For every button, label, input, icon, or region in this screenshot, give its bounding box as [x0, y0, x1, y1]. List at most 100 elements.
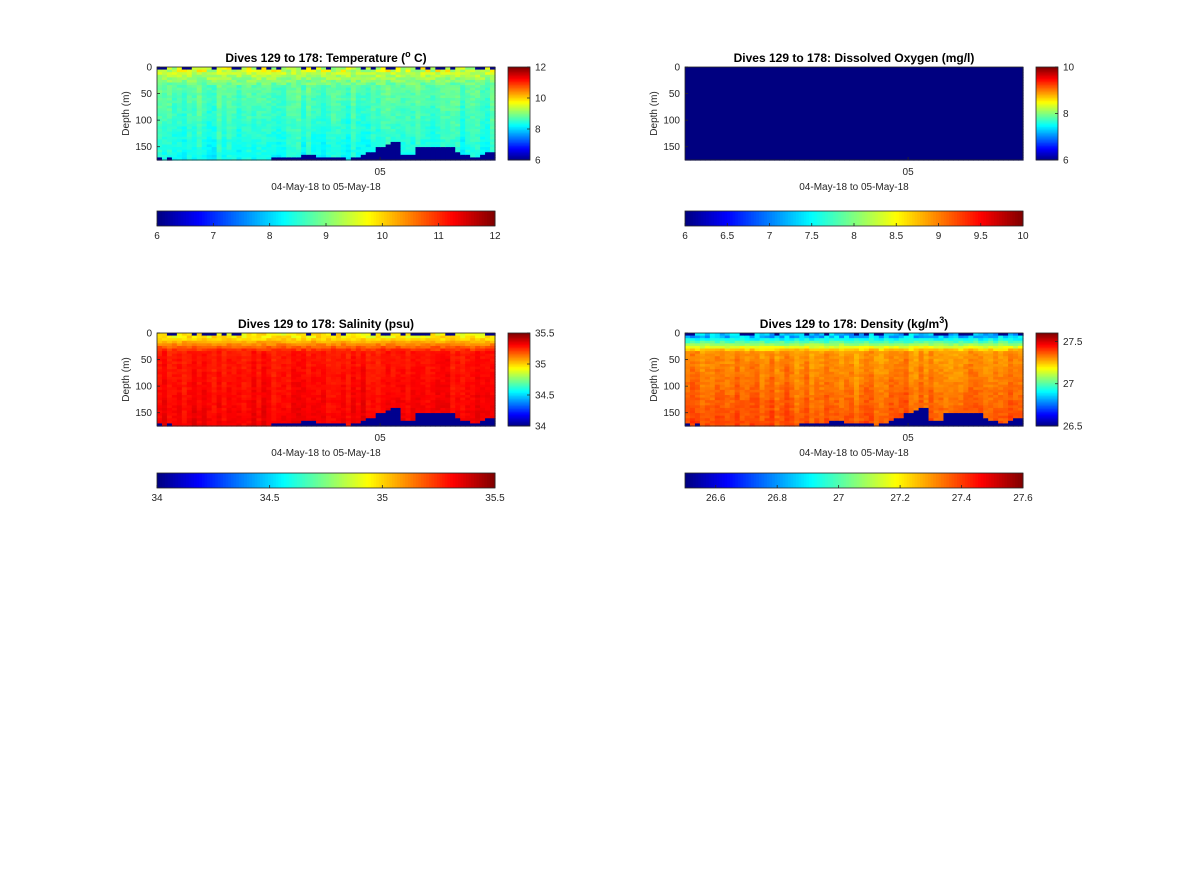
heatmap-cell: [739, 144, 746, 148]
heatmap-cell: [689, 116, 696, 120]
heatmap-cell: [729, 105, 736, 109]
heatmap-cell: [724, 72, 731, 76]
colorbar-strip: [241, 211, 245, 226]
heatmap-cell: [395, 147, 402, 151]
heatmap-cell: [405, 90, 412, 94]
heatmap-cell: [176, 123, 183, 128]
heatmap-cell: [161, 116, 168, 120]
heatmap-cell: [749, 110, 756, 115]
heatmap-cell: [450, 85, 456, 89]
colorbar-strip: [281, 211, 285, 226]
heatmap-cell: [704, 79, 711, 84]
heatmap-cell: [296, 123, 302, 128]
heatmap-cell: [759, 141, 766, 146]
heatmap-cell: [316, 105, 322, 109]
heatmap-cell: [276, 67, 282, 71]
heatmap-cell: [256, 87, 262, 91]
heatmap-cell: [759, 103, 766, 107]
heatmap-cell: [355, 98, 362, 102]
heatmap-cell: [465, 74, 471, 78]
heatmap-cell: [719, 103, 726, 107]
colorbar-strip: [508, 145, 530, 148]
heatmap-cell: [784, 144, 790, 148]
heatmap-cell: [241, 113, 248, 117]
heatmap-cell: [415, 85, 422, 89]
heatmap-cell: [236, 67, 243, 71]
heatmap-cell: [779, 110, 786, 115]
heatmap-cell: [256, 139, 262, 143]
heatmap-cell: [685, 121, 691, 125]
heatmap-cell: [335, 85, 342, 89]
heatmap-cell: [221, 90, 228, 94]
heatmap-cell: [719, 149, 726, 153]
heatmap-cell: [729, 144, 736, 148]
heatmap-cell: [754, 147, 761, 151]
heatmap-cell: [385, 113, 392, 117]
heatmap-cell: [301, 85, 307, 89]
heatmap-cell: [685, 92, 691, 97]
heatmap-cell: [465, 136, 471, 140]
heatmap-cell: [420, 67, 427, 71]
heatmap-cell: [281, 92, 287, 97]
heatmap-cell: [410, 82, 417, 86]
colorbar-tick-label: 6: [535, 156, 541, 167]
heatmap-cell: [425, 100, 431, 104]
heatmap-cell: [410, 154, 417, 159]
heatmap-cell: [405, 126, 412, 130]
heatmap-cell: [206, 67, 213, 71]
heatmap-cell: [226, 126, 233, 130]
heatmap-cell: [241, 92, 248, 97]
heatmap-cell: [251, 123, 258, 128]
heatmap-cell: [340, 123, 347, 128]
heatmap-cell: [440, 154, 446, 159]
heatmap-cell: [176, 136, 183, 140]
colorbar-strip: [463, 211, 467, 226]
heatmap-cell: [485, 113, 491, 117]
heatmap-cell: [754, 139, 761, 143]
heatmap-cell: [685, 149, 691, 153]
heatmap-cell: [385, 141, 392, 146]
heatmap-cell: [440, 147, 446, 151]
heatmap-cell: [211, 131, 218, 135]
heatmap-cell: [714, 67, 721, 71]
heatmap-cell: [360, 72, 367, 76]
heatmap-cell: [385, 126, 392, 130]
heatmap-cell: [749, 129, 756, 133]
heatmap-cell: [415, 154, 422, 159]
colorbar-strip: [188, 211, 192, 226]
heatmap-cell: [311, 141, 317, 146]
heatmap-cell: [166, 95, 173, 99]
heatmap-cell: [460, 110, 466, 115]
heatmap-cell: [236, 154, 243, 159]
heatmap-cell: [355, 67, 362, 71]
colorbar-strip: [326, 211, 330, 226]
heatmap-cell: [445, 95, 451, 99]
heatmap-cell: [689, 152, 696, 156]
heatmap-cell: [764, 147, 771, 151]
heatmap-cell: [754, 72, 761, 76]
heatmap-cell: [350, 103, 357, 107]
heatmap-cell: [256, 110, 262, 115]
colorbar-strip: [508, 88, 530, 91]
heatmap-cell: [330, 108, 337, 112]
heatmap-cell: [191, 110, 198, 115]
heatmap-cell: [395, 149, 402, 153]
heatmap-cell: [296, 152, 302, 156]
heatmap-cell: [480, 90, 486, 94]
heatmap-cell: [276, 134, 282, 138]
heatmap-cell: [400, 90, 407, 94]
heatmap-cell: [744, 157, 751, 161]
heatmap-cell: [191, 90, 198, 94]
heatmap-cell: [330, 139, 337, 143]
heatmap-cell: [340, 152, 347, 156]
heatmap-cell: [460, 85, 466, 89]
heatmap-cell: [345, 108, 352, 112]
heatmap-cell: [271, 72, 277, 76]
heatmap-cell: [221, 82, 228, 86]
heatmap-cell: [251, 126, 258, 130]
heatmap-cell: [286, 95, 292, 99]
heatmap-cell: [261, 126, 267, 130]
heatmap-cell: [699, 85, 706, 89]
heatmap-cell: [465, 103, 471, 107]
heatmap-cell: [296, 74, 302, 78]
